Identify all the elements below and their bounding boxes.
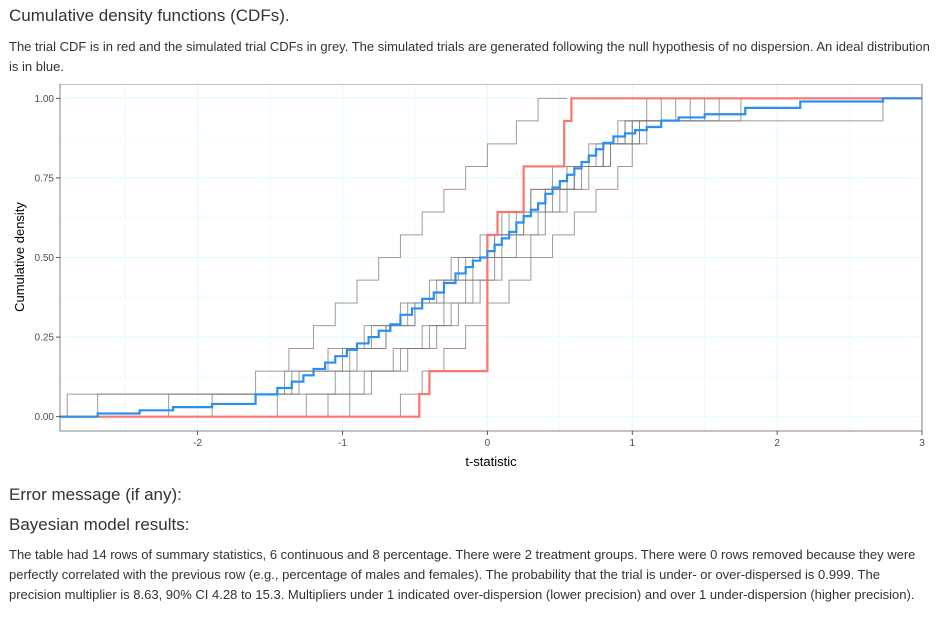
- y-tick-label: 0.50: [35, 253, 55, 264]
- x-tick-label: 1: [629, 438, 635, 449]
- cdf-chart: -2 -1 0 1 2 3 0.00 0.25 0.50 0.75 1.00 t-statistic…: [12, 84, 926, 469]
- x-tick-label: 2: [774, 438, 780, 449]
- cdf-description: The trial CDF is in red and the simulate…: [9, 39, 930, 74]
- x-tick-label: -1: [338, 438, 347, 449]
- main-series-group: [60, 97, 922, 418]
- bayes-results-text: The table had 14 rows of summary statist…: [9, 547, 916, 602]
- y-tick-label: 0.00: [35, 412, 55, 423]
- y-tick-label: 1.00: [35, 94, 55, 105]
- y-tick-label: 0.75: [35, 173, 55, 184]
- x-tick-label: 0: [485, 438, 491, 449]
- trial-cdf-line: [60, 97, 922, 418]
- x-tick-label: -2: [193, 438, 202, 449]
- cdf-heading: Cumulative density functions (CDFs).: [9, 6, 290, 25]
- bayes-heading: Bayesian model results:: [9, 515, 190, 534]
- ideal-cdf-line: [60, 97, 922, 418]
- simulated-cdf-line-1: [60, 97, 568, 418]
- x-tick-label: 3: [919, 438, 925, 449]
- y-axis-label: Cumulative density: [12, 202, 27, 312]
- y-tick-label: 0.25: [35, 333, 55, 344]
- x-axis-label: t-statistic: [465, 454, 517, 469]
- error-heading: Error message (if any):: [9, 485, 182, 504]
- grid-lines: [60, 84, 923, 431]
- axes-group: -2 -1 0 1 2 3 0.00 0.25 0.50 0.75 1.00: [35, 94, 926, 449]
